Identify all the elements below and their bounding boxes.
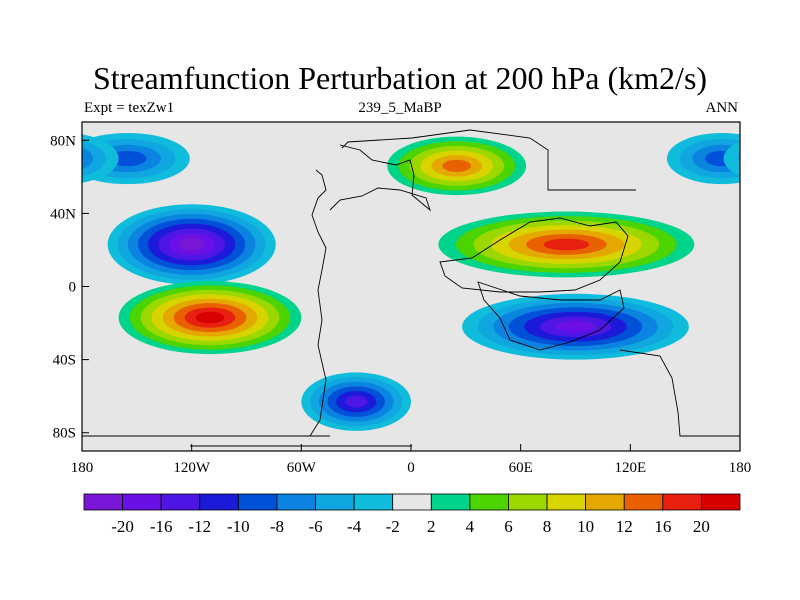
colorbar-label: 10 [577, 517, 594, 536]
colorbar-label: 16 [654, 517, 671, 536]
contour-band [82, 140, 106, 177]
colorbar-box [160, 493, 201, 511]
feature-3 [387, 136, 527, 196]
colorbar-box [546, 493, 587, 511]
x-tick-label: 120E [614, 460, 646, 476]
contour-band [442, 159, 472, 172]
coastline [619, 349, 740, 437]
colorbar-box [430, 493, 471, 511]
y-tick-label: 80N [50, 133, 76, 149]
colorbar-label: 6 [504, 517, 513, 536]
colorbar-label: 8 [543, 517, 552, 536]
x-tick-label: 120W [173, 460, 211, 476]
colorbar-label: -20 [111, 517, 134, 536]
x-tick-label: 180 [729, 460, 752, 476]
colorbar-box [701, 493, 741, 511]
contour-band [344, 395, 368, 408]
y-tick-label: 0 [69, 280, 77, 296]
y-tick-label: 40S [53, 353, 76, 369]
experiment-label: Expt = texZw1 [84, 100, 175, 116]
colorbar-box [276, 493, 316, 511]
contour-band [108, 150, 147, 167]
feature-wrap-7 [47, 134, 119, 183]
coastline [477, 281, 625, 351]
colorbar-label: -16 [150, 517, 173, 536]
colorbar-label: -2 [386, 517, 400, 536]
feature-5 [301, 372, 411, 431]
contour-band [767, 151, 800, 166]
x-tick-label: 60E [509, 460, 533, 476]
colorbar-box [122, 493, 162, 511]
case-label: 239_5_MaBP [358, 100, 442, 116]
colorbar-label: -6 [308, 517, 322, 536]
colorbar: -20 -16 -12 -10 -8 -6 -4 -2 2 4 6 8 10 12 16 20 [83, 493, 741, 536]
x-tick-label: 60W [287, 460, 317, 476]
feature-2 [438, 211, 695, 278]
colorbar-box [353, 493, 394, 511]
contour-band [195, 311, 225, 324]
colorbar-label: 12 [616, 517, 633, 536]
contour-band [555, 320, 596, 333]
contour-band [543, 238, 590, 251]
colorbar-label: 2 [427, 517, 436, 536]
colorbar-box [469, 493, 509, 511]
colorbar-box [199, 493, 239, 511]
colorbar-box [508, 493, 548, 511]
colorbar-label: -4 [347, 517, 362, 536]
feature-7 [666, 132, 740, 185]
axes: 180 120W 60W 0 60E 120E 180 80N 40N 0 40S 80S [50, 133, 751, 476]
contour-band [738, 152, 740, 165]
colorbar-box [392, 493, 432, 511]
colorbar-box [623, 493, 664, 511]
y-tick-label: 80S [53, 426, 76, 442]
y-tick-label: 40N [50, 206, 76, 222]
colorbar-label: -8 [270, 517, 284, 536]
feature-0 [107, 204, 276, 285]
colorbar-box [83, 493, 123, 511]
contour-field [47, 122, 800, 451]
contour-band [723, 141, 740, 176]
colorbar-box [585, 493, 625, 511]
contour-band [752, 145, 800, 172]
colorbar-box [237, 493, 278, 511]
contour-band [178, 238, 205, 251]
coastline [341, 129, 636, 191]
colorbar-label: 4 [466, 517, 475, 536]
colorbar-box [315, 493, 355, 511]
colorbar-box [662, 493, 702, 511]
season-label: ANN [705, 100, 739, 116]
contour-band [47, 151, 80, 166]
colorbar-label: -12 [188, 517, 211, 536]
coastline [329, 144, 431, 212]
x-tick-label: 180 [71, 460, 94, 476]
feature-1 [118, 281, 302, 355]
coastline [309, 169, 327, 437]
colorbar-label: -10 [227, 517, 250, 536]
chart-title: Streamfunction Perturbation at 200 hPa (… [92, 60, 708, 96]
x-tick-label: 0 [407, 460, 415, 476]
coastline-overlay [82, 129, 740, 447]
contour-band [82, 147, 94, 170]
colorbar-label: 20 [693, 517, 710, 536]
feature-4 [462, 293, 689, 360]
